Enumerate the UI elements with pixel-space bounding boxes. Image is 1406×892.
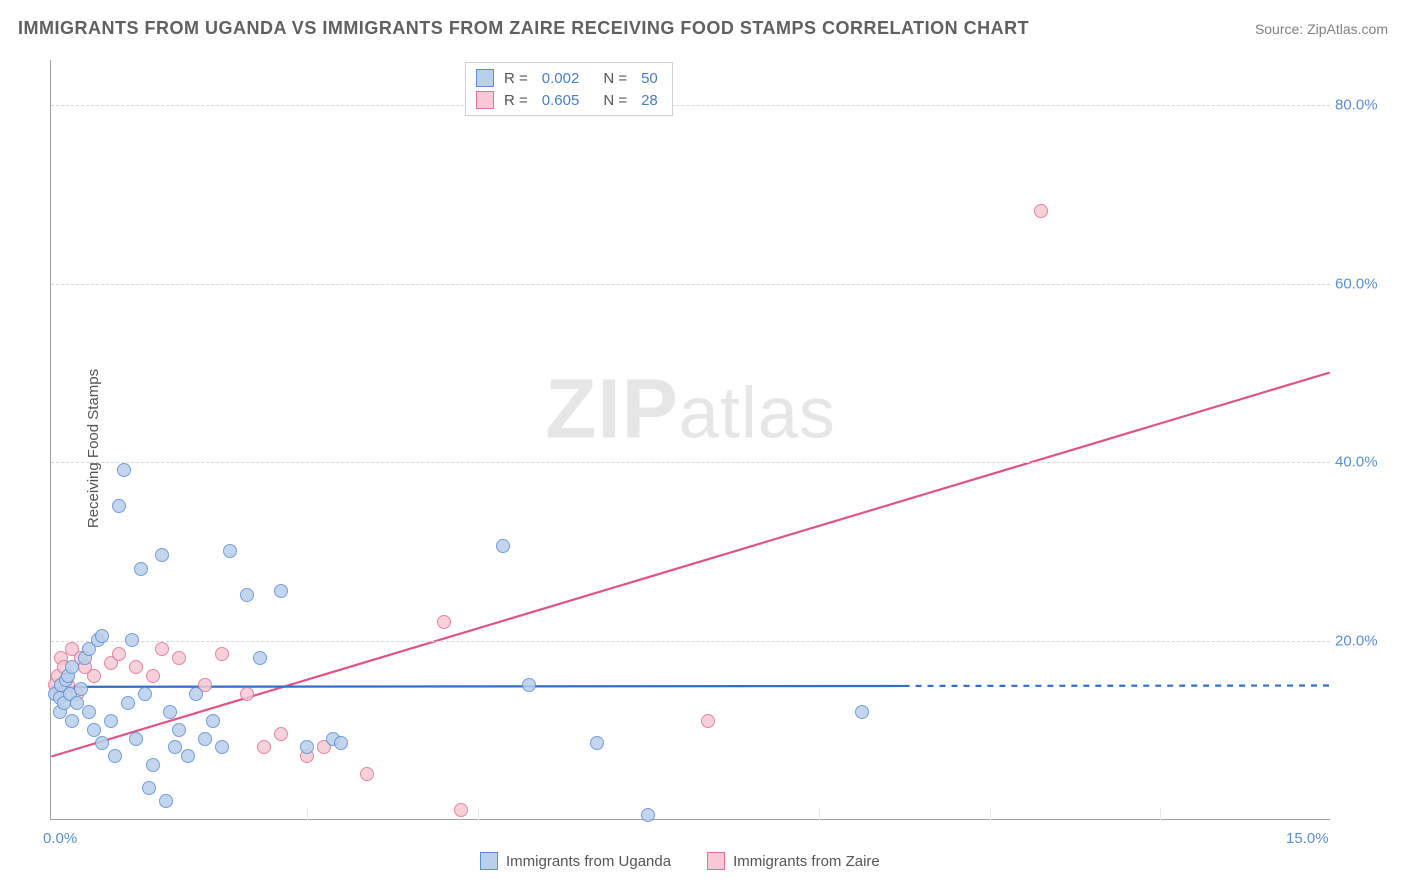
uganda-point [142, 781, 156, 795]
scatter-plot-area: ZIPatlas 20.0%40.0%60.0%80.0%0.0%15.0% [50, 60, 1330, 820]
uganda-point [168, 740, 182, 754]
zaire-point [112, 647, 126, 661]
uganda-point [95, 629, 109, 643]
zaire-swatch [707, 852, 725, 870]
uganda-point [855, 705, 869, 719]
uganda-point [522, 678, 536, 692]
zaire-point [87, 669, 101, 683]
zaire-point [274, 727, 288, 741]
gridline-h [51, 105, 1330, 106]
uganda-point [65, 714, 79, 728]
uganda-point [104, 714, 118, 728]
uganda-point [198, 732, 212, 746]
uganda-point [300, 740, 314, 754]
zaire-point [240, 687, 254, 701]
zaire-point [454, 803, 468, 817]
uganda-point [159, 794, 173, 808]
y-tick-label: 80.0% [1335, 96, 1390, 113]
bottom-legend: Immigrants from Uganda Immigrants from Z… [480, 852, 880, 870]
stats-legend-box: R = 0.002 N = 50 R = 0.605 N = 28 [465, 62, 673, 116]
uganda-point [82, 705, 96, 719]
zaire-swatch [476, 91, 494, 109]
uganda-point [253, 651, 267, 665]
uganda-point [146, 758, 160, 772]
uganda-point [121, 696, 135, 710]
uganda-point [590, 736, 604, 750]
zaire-point [437, 615, 451, 629]
uganda-point [181, 749, 195, 763]
legend-item-zaire: Immigrants from Zaire [707, 852, 880, 870]
y-tick-label: 20.0% [1335, 633, 1390, 650]
source-label: Source: ZipAtlas.com [1255, 21, 1388, 37]
title-bar: IMMIGRANTS FROM UGANDA VS IMMIGRANTS FRO… [18, 18, 1388, 39]
uganda-point [274, 584, 288, 598]
uganda-point [74, 682, 88, 696]
uganda-point [155, 548, 169, 562]
uganda-point [65, 660, 79, 674]
zaire-point [1034, 204, 1048, 218]
uganda-point [108, 749, 122, 763]
uganda-swatch [476, 69, 494, 87]
uganda-point [95, 736, 109, 750]
gridline-h [51, 641, 1330, 642]
uganda-point [189, 687, 203, 701]
uganda-point [206, 714, 220, 728]
y-tick-label: 60.0% [1335, 275, 1390, 292]
y-tick-label: 40.0% [1335, 454, 1390, 471]
uganda-point [125, 633, 139, 647]
chart-title: IMMIGRANTS FROM UGANDA VS IMMIGRANTS FRO… [18, 18, 1029, 39]
zaire-point [172, 651, 186, 665]
gridline-h [51, 462, 1330, 463]
zaire-point [215, 647, 229, 661]
stats-row-uganda: R = 0.002 N = 50 [476, 67, 662, 89]
uganda-point [172, 723, 186, 737]
x-minor-tick [307, 808, 308, 820]
zaire-point [129, 660, 143, 674]
uganda-point [163, 705, 177, 719]
uganda-point [223, 544, 237, 558]
uganda-point [117, 463, 131, 477]
uganda-point [641, 808, 655, 822]
gridline-h [51, 284, 1330, 285]
x-minor-tick [478, 808, 479, 820]
zaire-point [146, 669, 160, 683]
x-minor-tick [1160, 808, 1161, 820]
legend-item-uganda: Immigrants from Uganda [480, 852, 671, 870]
uganda-point [134, 562, 148, 576]
uganda-point [334, 736, 348, 750]
zaire-point [360, 767, 374, 781]
uganda-point [496, 539, 510, 553]
uganda-point [138, 687, 152, 701]
x-tick-label: 15.0% [1286, 830, 1329, 847]
x-minor-tick [819, 808, 820, 820]
uganda-point [215, 740, 229, 754]
uganda-swatch [480, 852, 498, 870]
uganda-point [112, 499, 126, 513]
x-minor-tick [990, 808, 991, 820]
x-tick-label: 0.0% [43, 830, 77, 847]
uganda-point [87, 723, 101, 737]
uganda-point [240, 588, 254, 602]
zaire-point [155, 642, 169, 656]
uganda-point [70, 696, 84, 710]
zaire-point [257, 740, 271, 754]
uganda-point [129, 732, 143, 746]
trend-lines-layer [51, 60, 1330, 819]
stats-row-zaire: R = 0.605 N = 28 [476, 89, 662, 111]
zaire-point [701, 714, 715, 728]
